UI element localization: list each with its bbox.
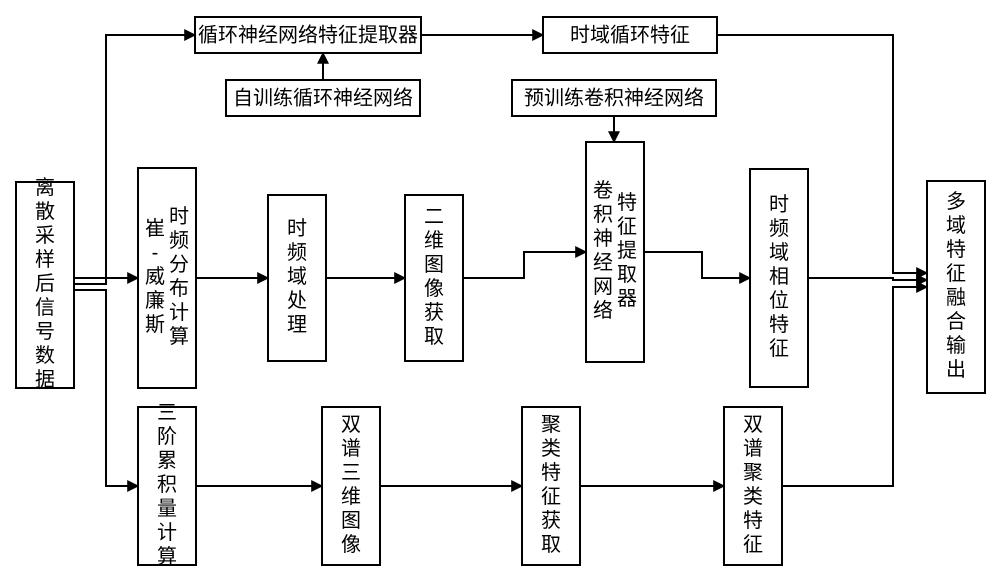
n_source: 离散采样后信号数据	[16, 176, 74, 391]
n_cnn_ext: 特征提取器卷积神经网络	[586, 142, 644, 362]
n_rnn_ext-label: 循环神经网络特征提取器	[198, 23, 418, 46]
edge-n_td_feat-n_output	[717, 35, 927, 273]
n_cum3: 三阶累积量计算	[138, 402, 196, 568]
flowchart-canvas: 离散采样后信号数据 循环神经网络特征提取器自训练循环神经网络 时域循环特征预训练卷积…	[0, 0, 1000, 573]
edge-n_cnn_ext-n_tf_feat	[644, 252, 750, 278]
n_rnn_ext: 循环神经网络特征提取器	[195, 17, 421, 53]
edge-n_2dimg-n_cnn_ext	[463, 252, 586, 278]
n_rnn_pre-label: 自训练循环神经网络	[233, 86, 413, 109]
n_tf_dist: 时频分布计算崔-威廉斯	[138, 168, 196, 388]
n_tf_proc-label-0: 时频域处理	[287, 217, 307, 336]
n_cnn_pre-label: 预训练卷积神经网络	[524, 86, 704, 109]
edge-n_source-n_cum3	[74, 290, 138, 486]
n_rnn_pre: 自训练循环神经网络	[226, 80, 420, 116]
n_source-label-0: 离散采样后信号数据	[35, 176, 55, 391]
edge-n_tf_feat-n_output	[808, 278, 927, 280]
n_2dimg: 二维图像获取	[405, 195, 463, 361]
n_cluster: 聚类特征获取	[522, 407, 580, 565]
n_bispcl: 双谱聚类特征	[724, 407, 782, 565]
n_tf_feat-label-0: 时频域相位特征	[769, 193, 789, 360]
n_tf_proc: 时频域处理	[268, 195, 326, 361]
n_bisp3d: 双谱三维图像	[322, 407, 380, 565]
n_cnn_ext-label-0: 特征提取器	[617, 191, 637, 310]
n_cnn_pre: 预训练卷积神经网络	[512, 80, 716, 116]
n_td_feat: 时域循环特征	[543, 17, 717, 53]
n_tf_dist-label-1: 崔-威廉斯	[145, 217, 165, 336]
n_output: 多域特征融合输出	[927, 181, 985, 393]
n_cum3-label-0: 三阶累积量计算	[157, 402, 177, 568]
n_td_feat-label: 时域循环特征	[570, 23, 690, 46]
n_tf_feat: 时频域相位特征	[750, 169, 808, 387]
